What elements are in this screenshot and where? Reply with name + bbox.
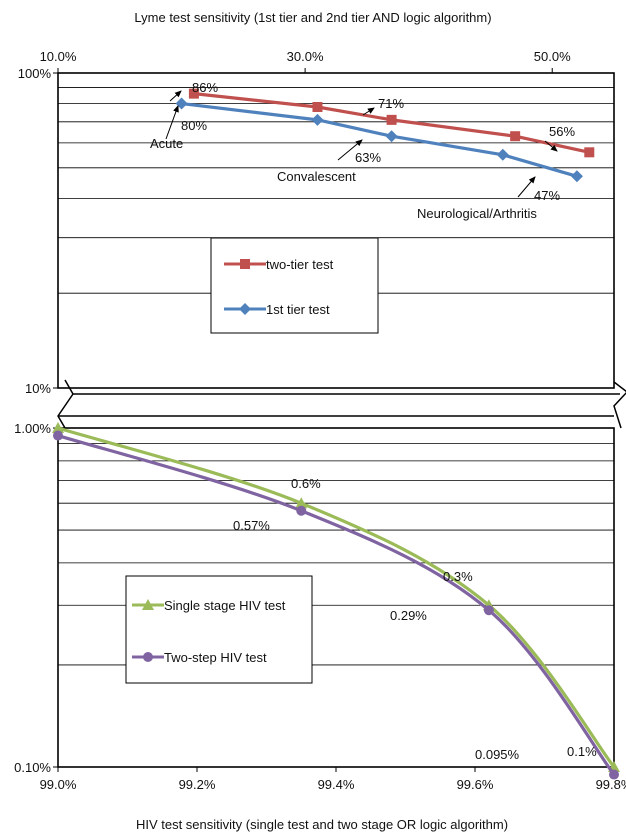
- arrow-71: [362, 107, 375, 116]
- point-two-step-hiv-test-2: [483, 605, 494, 616]
- axis-break-left-mark: [57, 379, 74, 429]
- y-tick-label-100: 100%: [18, 66, 52, 81]
- legend-marker-two-tier: [240, 259, 250, 269]
- legend-marker-two-step: [143, 652, 153, 662]
- point-1st-tier-test-2: [385, 130, 398, 143]
- label-0-29pct: 0.29%: [390, 608, 427, 623]
- lyme-gridlines: [57, 72, 615, 389]
- point-two-step-hiv-test-1: [296, 505, 307, 516]
- label-0-57pct: 0.57%: [233, 518, 270, 533]
- legend-item-two-tier: two-tier test: [224, 257, 334, 272]
- point-two-tier-test-0: [188, 88, 199, 99]
- x-tick-label-99-8: 99.8%: [596, 777, 626, 792]
- point-two-step-hiv-test-3: [609, 769, 619, 780]
- lyme-chart-panel: Lyme test sensitivity (1st tier and 2nd …: [18, 10, 615, 396]
- legend-item-single-stage: Single stage HIV test: [132, 598, 286, 613]
- label-86pct: 86%: [192, 80, 218, 95]
- point-two-tier-test-2: [386, 114, 397, 125]
- axis-break: [57, 379, 626, 429]
- hiv-legend: Single stage HIV test Two-step HIV test: [125, 575, 313, 684]
- point-single-stage-hiv-test-1: [295, 497, 308, 509]
- legend-label-two-tier: two-tier test: [266, 257, 334, 272]
- label-0-6pct: 0.6%: [291, 476, 321, 491]
- x-tick-label-99-6: 99.6%: [457, 777, 494, 792]
- point-two-step-hiv-test-0: [53, 430, 63, 441]
- x-tick-label-99-2: 99.2%: [179, 777, 216, 792]
- label-0-095pct: 0.095%: [475, 747, 520, 762]
- x-tick-label-30-0: 30.0%: [287, 49, 324, 64]
- arrow-neurological: [517, 176, 536, 198]
- point-1st-tier-test-1: [311, 113, 324, 126]
- legend-label-single-stage: Single stage HIV test: [164, 598, 286, 613]
- y-tick-label-0-10: 0.10%: [14, 760, 51, 775]
- label-71pct: 71%: [378, 96, 404, 111]
- arrow-acute: [165, 105, 179, 140]
- plot-frame: [57, 72, 615, 389]
- label-47pct: 47%: [534, 188, 560, 203]
- hiv-legend-box: [125, 575, 313, 684]
- point-two-tier-test-1: [312, 101, 323, 112]
- legend-item-first-tier: 1st tier test: [224, 302, 330, 317]
- legend-marker-first-tier: [239, 303, 251, 315]
- point-two-tier-test-3: [510, 131, 521, 142]
- legend-marker-single-stage: [142, 599, 154, 610]
- point-two-tier-test-4: [584, 147, 595, 158]
- lyme-legend-box: [210, 237, 379, 334]
- arrow-86: [169, 90, 182, 102]
- hiv-x-axis-label: HIV test sensitivity (single test and tw…: [136, 817, 508, 832]
- lyme-chart-title: Lyme test sensitivity (1st tier and 2nd …: [134, 10, 491, 25]
- label-80pct: 80%: [181, 118, 207, 133]
- series-line-single-stage-hiv-test: [57, 426, 616, 768]
- label-56pct: 56%: [549, 124, 575, 139]
- series-line-two-step-hiv-test: [57, 434, 616, 776]
- arrow-56: [544, 140, 558, 152]
- label-convalescent: Convalescent: [277, 169, 356, 184]
- legend-label-two-step: Two-step HIV test: [164, 650, 267, 665]
- legend-label-first-tier: 1st tier test: [266, 302, 330, 317]
- x-tick-label-99-0: 99.0%: [40, 777, 77, 792]
- lyme-axis-labels: 10.0% 30.0% 50.0% 100% 10%: [18, 49, 571, 396]
- x-tick-label-50-0: 50.0%: [534, 49, 571, 64]
- hiv-annotations: 0.6% 0.3% 0.1% 0.57% 0.29% 0.095%: [233, 476, 597, 762]
- lyme-series: [175, 88, 595, 183]
- hiv-chart-panel: 99.0% 99.2% 99.4% 99.6% 99.8% 1.00% 0.10% 0.6%…: [14, 421, 626, 832]
- label-0-1pct: 0.1%: [567, 744, 597, 759]
- axis-break-band: [58, 383, 626, 416]
- x-tick-label-99-4: 99.4%: [318, 777, 355, 792]
- lyme-legend: two-tier test 1st tier test: [210, 237, 379, 334]
- label-63pct: 63%: [355, 150, 381, 165]
- point-1st-tier-test-4: [570, 170, 583, 183]
- label-acute: Acute: [150, 136, 183, 151]
- y-tick-label-1-00: 1.00%: [14, 421, 51, 436]
- annotation-arrows: [165, 90, 558, 198]
- hiv-axis-labels: 99.0% 99.2% 99.4% 99.6% 99.8% 1.00% 0.10%: [14, 421, 626, 792]
- label-0-3pct: 0.3%: [443, 569, 473, 584]
- point-single-stage-hiv-test-0: [52, 422, 64, 433]
- axis-break-right-mark: [613, 381, 626, 429]
- y-tick-label-10: 10%: [25, 381, 51, 396]
- lyme-annotations: 86% 71% 56% 80% 63% 47% Acute Convalesce…: [150, 80, 575, 221]
- label-neurological-arthritis: Neurological/Arthritis: [417, 206, 537, 221]
- legend-item-two-step: Two-step HIV test: [132, 650, 267, 665]
- hiv-series: [52, 422, 620, 780]
- point-1st-tier-test-3: [496, 148, 509, 161]
- arrow-convalescent: [337, 139, 363, 161]
- x-tick-label-10-0: 10.0%: [40, 49, 77, 64]
